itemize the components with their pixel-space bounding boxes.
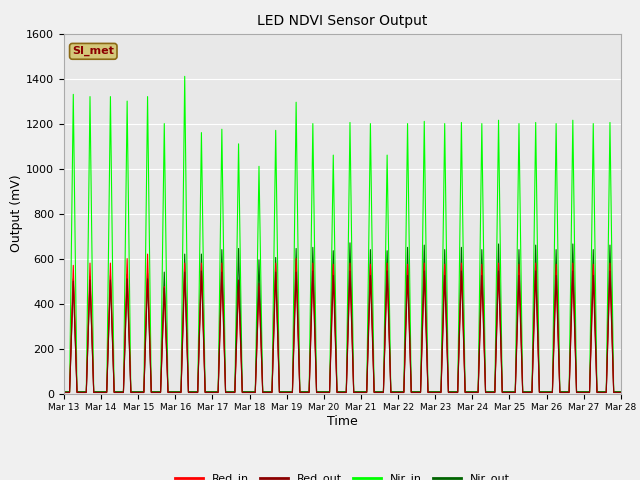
Nir_in — [617, 389, 625, 395]
Red_in — [440, 272, 448, 278]
Line: Red_in: Red_in — [64, 254, 621, 393]
Red_in — [144, 251, 152, 257]
Nir_in — [287, 389, 295, 395]
Red_in — [617, 390, 625, 396]
Nir_out — [179, 321, 187, 327]
Nir_out — [92, 389, 100, 395]
Nir_out — [617, 389, 625, 395]
Legend: Red_in, Red_out, Nir_in, Nir_out: Red_in, Red_out, Nir_in, Nir_out — [171, 469, 514, 480]
Red_in — [60, 390, 68, 396]
Nir_in — [60, 389, 68, 395]
Nir_in — [291, 245, 298, 251]
Nir_out — [440, 259, 448, 264]
Red_in — [92, 390, 100, 396]
Red_out — [198, 268, 205, 274]
Nir_out — [346, 240, 354, 246]
Line: Red_out: Red_out — [64, 271, 621, 393]
Red_out — [287, 390, 295, 396]
Red_out — [269, 371, 276, 376]
Title: LED NDVI Sensor Output: LED NDVI Sensor Output — [257, 14, 428, 28]
Nir_out — [60, 389, 68, 395]
Red_out — [617, 390, 625, 396]
Nir_in — [92, 389, 100, 395]
Red_in — [179, 314, 187, 320]
Red_in — [269, 369, 276, 375]
Nir_in — [181, 73, 189, 79]
Nir_in — [440, 143, 448, 149]
Nir_in — [179, 232, 187, 238]
Red_out — [92, 390, 100, 396]
Red_out — [179, 330, 187, 336]
Red_in — [291, 323, 298, 329]
Red_out — [440, 282, 448, 288]
Y-axis label: Output (mV): Output (mV) — [10, 175, 24, 252]
Red_out — [291, 330, 298, 336]
Red_out — [60, 390, 68, 396]
Nir_out — [290, 330, 298, 336]
Line: Nir_out: Nir_out — [64, 243, 621, 392]
X-axis label: Time: Time — [327, 415, 358, 428]
Red_in — [287, 390, 295, 396]
Nir_out — [268, 379, 276, 385]
Line: Nir_in: Nir_in — [64, 76, 621, 392]
Nir_out — [287, 389, 295, 395]
Text: SI_met: SI_met — [72, 46, 114, 57]
Nir_in — [269, 347, 276, 353]
